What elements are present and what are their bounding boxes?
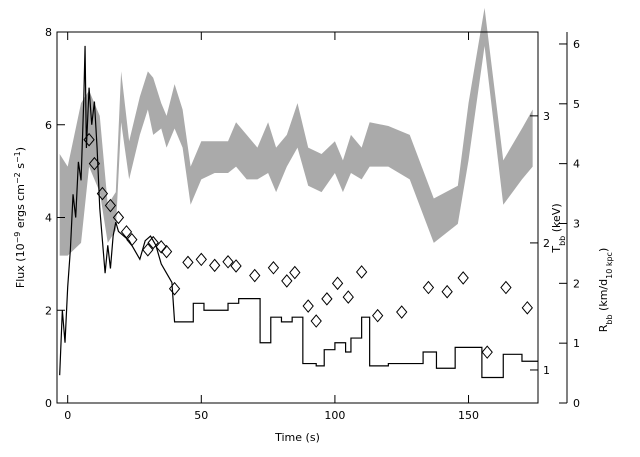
radius-point [281, 274, 293, 288]
radius-point [310, 314, 322, 328]
y-axis-label-part: −2 [13, 172, 22, 184]
radius-point [182, 255, 194, 270]
radius-point [168, 281, 181, 296]
radius-point [120, 225, 133, 239]
radius-point [372, 308, 384, 323]
y-axis-label: Flux (10−9 ergs cm−2 s−1) [13, 147, 28, 288]
radius-point [331, 276, 344, 291]
y3-axis-label-part: bb [605, 314, 614, 324]
x-axis-label: Time (s) [274, 431, 320, 444]
radius-point [88, 156, 101, 171]
y3-tick-label: 0 [573, 397, 580, 410]
y3-tick-label: 1 [573, 337, 580, 350]
radius-point [142, 243, 154, 257]
radius-point [96, 186, 109, 201]
radius-point [342, 290, 354, 304]
temperature-band [59, 7, 533, 256]
radius-point [441, 284, 453, 299]
y-axis-label-part: −9 [13, 232, 22, 244]
radius-point [147, 235, 159, 250]
radius-point [422, 280, 435, 295]
x-tick-label: 150 [458, 409, 479, 422]
y-axis-label-part: ) [14, 147, 27, 151]
radius-point [160, 244, 173, 259]
y2-tick-label: 2 [543, 237, 550, 250]
y3-axis-label-part: R [597, 324, 610, 332]
radius-point [355, 265, 368, 279]
y3-axis-label-part: (km/d [597, 279, 610, 315]
y3-axis-label: Rbb (km/d10 kpc) [597, 248, 614, 333]
y3-tick-label: 5 [573, 98, 580, 111]
radius-point [521, 301, 533, 315]
radius-point [267, 260, 280, 275]
radius-point [83, 132, 95, 147]
y3-tick-label: 3 [573, 217, 580, 230]
y2-axis-label-part: T [550, 246, 563, 254]
y-axis-label-part: ergs cm [14, 184, 27, 232]
x-tick-label: 50 [194, 409, 208, 422]
y2-axis-label-part: (keV) [550, 203, 563, 235]
radius-point [457, 271, 469, 285]
y-tick-label: 2 [45, 304, 52, 317]
radius-point [195, 252, 207, 267]
y2-tick-label: 3 [543, 110, 550, 123]
radius-point [321, 292, 333, 306]
radius-point [249, 268, 261, 283]
y-tick-label: 8 [45, 26, 52, 39]
radius-point [104, 198, 117, 213]
radius-point [481, 345, 493, 359]
y2-axis-label: Tbb (keV) [550, 203, 567, 253]
radius-point [112, 210, 125, 225]
radius-point [500, 280, 512, 295]
flux-line [59, 45, 538, 379]
y2-axis-label-part: bb [558, 236, 567, 246]
radius-point [302, 299, 314, 313]
y3-tick-label: 4 [573, 158, 580, 171]
radius-point [209, 258, 221, 273]
y2-tick-label: 1 [543, 364, 550, 377]
x-tick-label: 100 [324, 409, 345, 422]
y3-tick-label: 2 [573, 277, 580, 290]
y3-axis-label-part: 10 kpc [605, 252, 614, 279]
y-tick-label: 4 [45, 212, 52, 225]
y-axis-label-part: −1 [13, 151, 22, 163]
y3-tick-label: 6 [573, 38, 580, 51]
radius-point [230, 259, 242, 273]
radius-point [222, 254, 234, 269]
radius-point [289, 265, 301, 280]
y-axis-label-part: Flux (10 [14, 243, 27, 288]
radius-point [126, 232, 138, 247]
y-axis-label-part: s [14, 163, 27, 172]
y-tick-label: 6 [45, 119, 52, 132]
x-tick-label: 0 [64, 409, 71, 422]
y-tick-label: 0 [45, 397, 52, 410]
radius-point [396, 305, 408, 319]
y3-axis-label-part: ) [597, 248, 610, 252]
radius-point [155, 240, 167, 254]
